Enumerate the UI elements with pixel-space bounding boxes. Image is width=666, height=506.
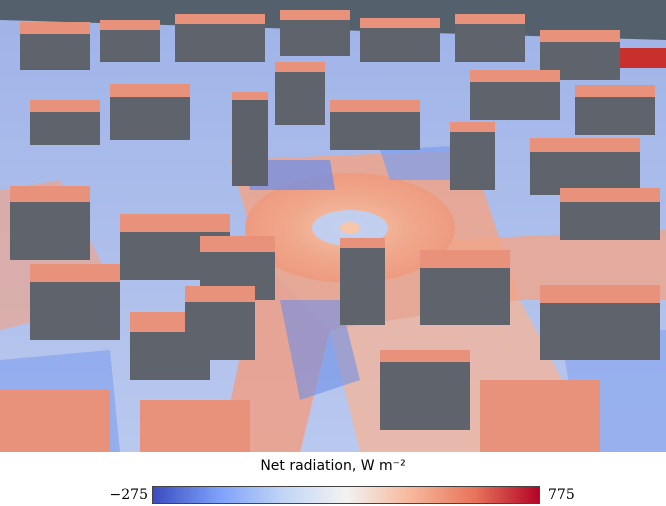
city-radiation-render <box>0 0 666 452</box>
colorbar-min-label: −275 <box>109 487 148 503</box>
ground-shadow <box>380 145 470 180</box>
colorbar-title: Net radiation, W m⁻² <box>260 458 406 474</box>
mid-buildings <box>30 62 655 195</box>
colorbar-max-label: 775 <box>548 487 575 503</box>
near-buildings-right <box>340 188 660 452</box>
far-buildings <box>20 10 666 80</box>
tall-tower-roof <box>232 92 268 100</box>
near-buildings-left <box>0 186 275 452</box>
colorbar <box>152 486 540 504</box>
plaza-core <box>340 222 360 234</box>
tall-tower <box>232 98 268 186</box>
